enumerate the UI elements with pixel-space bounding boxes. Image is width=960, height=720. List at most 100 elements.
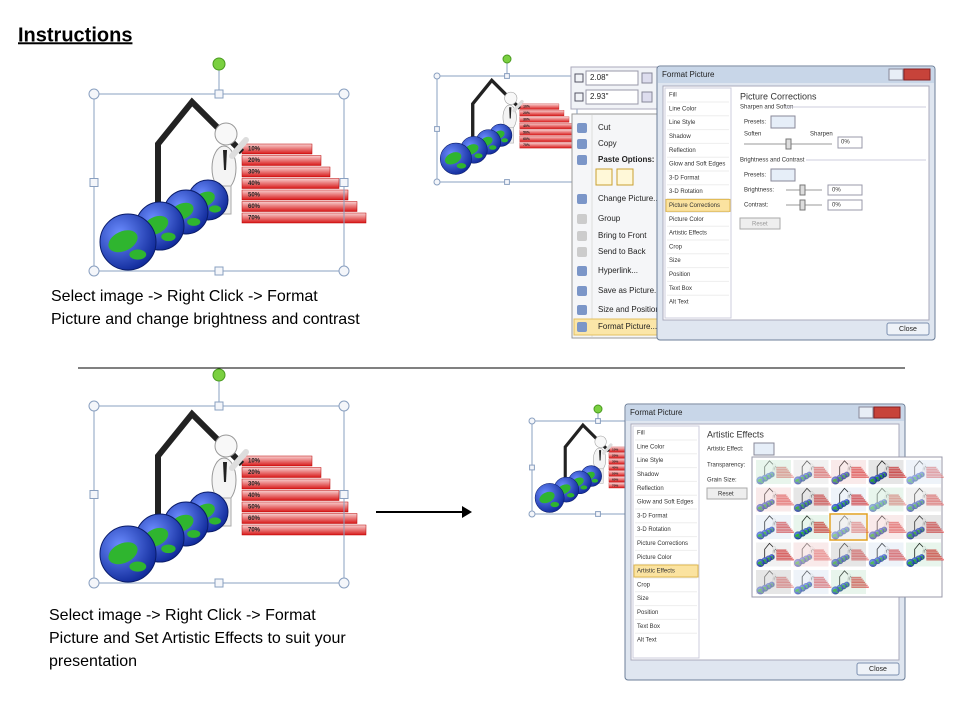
effect-wash[interactable] bbox=[906, 515, 941, 539]
spin-box[interactable] bbox=[827, 184, 863, 196]
nav-item[interactable]: 3-D Rotation bbox=[669, 189, 703, 195]
nav-item[interactable]: 3-D Rotation bbox=[637, 527, 671, 533]
picture[interactable] bbox=[756, 487, 794, 512]
nav-item[interactable]: Alt Text bbox=[669, 300, 689, 306]
nav-item[interactable]: Line Color bbox=[669, 106, 696, 112]
menu-item[interactable]: Change Picture... bbox=[598, 194, 660, 203]
picture[interactable] bbox=[906, 487, 944, 512]
effect-wash[interactable] bbox=[831, 542, 866, 567]
picture[interactable] bbox=[906, 460, 944, 485]
effect-wash[interactable] bbox=[906, 542, 941, 567]
picture[interactable] bbox=[831, 515, 869, 540]
side-handle[interactable] bbox=[89, 178, 99, 187]
nav-item[interactable]: Artistic Effects bbox=[637, 569, 675, 575]
effect-wash[interactable] bbox=[793, 487, 829, 512]
nav-item[interactable]: Shadow bbox=[669, 134, 691, 140]
picture[interactable] bbox=[756, 460, 794, 485]
picture[interactable] bbox=[906, 515, 944, 540]
spin-box[interactable] bbox=[837, 136, 863, 149]
effect-wash[interactable] bbox=[793, 515, 829, 539]
paste-option[interactable] bbox=[595, 168, 613, 186]
effect-button[interactable] bbox=[753, 442, 775, 456]
effect-wash[interactable] bbox=[756, 515, 791, 539]
nav-item[interactable]: Picture Corrections bbox=[637, 541, 688, 547]
nav-item[interactable]: Text Box bbox=[637, 624, 660, 630]
side-handle[interactable] bbox=[504, 73, 510, 79]
corner-handle[interactable] bbox=[338, 577, 350, 589]
nav-item[interactable]: Alt Text bbox=[637, 638, 657, 644]
side-handle[interactable] bbox=[214, 401, 224, 411]
picture[interactable] bbox=[793, 460, 832, 485]
nav-item[interactable]: 3-D Format bbox=[669, 175, 700, 181]
picture[interactable] bbox=[756, 515, 794, 540]
side-handle[interactable] bbox=[434, 126, 440, 132]
picture[interactable] bbox=[793, 487, 832, 512]
side-handle[interactable] bbox=[595, 418, 601, 424]
corner-handle[interactable] bbox=[88, 265, 100, 277]
effect-wash[interactable] bbox=[756, 487, 791, 512]
picture[interactable] bbox=[831, 487, 869, 512]
picture[interactable] bbox=[868, 515, 907, 540]
nav-item[interactable]: Fill bbox=[669, 93, 677, 99]
nav-item[interactable]: Line Style bbox=[669, 120, 696, 126]
corner-handle[interactable] bbox=[338, 400, 350, 412]
size-input[interactable] bbox=[585, 70, 639, 86]
nav-item[interactable]: Size bbox=[637, 596, 649, 602]
corner-handle[interactable] bbox=[433, 72, 441, 80]
effect-wash[interactable] bbox=[868, 487, 904, 512]
effect-wash[interactable] bbox=[793, 570, 829, 594]
nav-item[interactable]: Picture Color bbox=[669, 217, 704, 223]
corner-handle[interactable] bbox=[433, 178, 441, 186]
close-dialog-button[interactable] bbox=[856, 662, 900, 676]
slider-thumb[interactable] bbox=[785, 138, 792, 150]
help-button[interactable] bbox=[858, 406, 874, 419]
corner-handle[interactable] bbox=[338, 88, 350, 100]
nav-item[interactable]: Artistic Effects bbox=[669, 231, 707, 237]
effect-wash[interactable] bbox=[831, 487, 866, 512]
menu-item[interactable]: Copy bbox=[598, 139, 617, 148]
rotate-handle[interactable] bbox=[212, 57, 226, 71]
effect-wash[interactable] bbox=[831, 460, 866, 484]
nav-item[interactable]: Crop bbox=[669, 244, 683, 250]
nav-item[interactable]: Text Box bbox=[669, 286, 692, 292]
picture[interactable] bbox=[868, 460, 907, 485]
help-button[interactable] bbox=[888, 68, 904, 81]
picture[interactable] bbox=[906, 542, 944, 567]
slider-thumb[interactable] bbox=[799, 184, 806, 196]
menu-item[interactable]: Save as Picture... bbox=[598, 286, 661, 295]
nav-item[interactable]: Line Color bbox=[637, 444, 664, 450]
close-dialog-button[interactable] bbox=[886, 322, 930, 336]
picture[interactable] bbox=[831, 460, 869, 485]
effect-wash[interactable] bbox=[868, 542, 904, 567]
effect-wash[interactable] bbox=[868, 460, 904, 484]
effect-wash[interactable] bbox=[793, 460, 829, 484]
menu-item[interactable]: Cut bbox=[598, 123, 611, 132]
rotate-handle[interactable] bbox=[502, 54, 512, 64]
corner-handle[interactable] bbox=[528, 510, 536, 518]
reset-button[interactable] bbox=[706, 487, 748, 500]
menu-item[interactable]: Format Picture... bbox=[598, 322, 657, 331]
nav-item[interactable]: Crop bbox=[637, 582, 651, 588]
picture[interactable] bbox=[868, 542, 907, 567]
picture[interactable] bbox=[756, 570, 794, 595]
close-button[interactable] bbox=[903, 68, 931, 81]
effect-wash[interactable] bbox=[793, 542, 829, 567]
picture[interactable] bbox=[756, 542, 794, 567]
close-button[interactable] bbox=[873, 406, 901, 419]
spin-box[interactable] bbox=[827, 199, 863, 211]
picture[interactable] bbox=[868, 487, 907, 512]
corner-handle[interactable] bbox=[88, 577, 100, 589]
nav-item[interactable]: 3-D Format bbox=[637, 513, 668, 519]
nav-item[interactable]: Glow and Soft Edges bbox=[669, 162, 725, 168]
preset-button[interactable] bbox=[770, 168, 796, 182]
reset-button[interactable] bbox=[739, 217, 781, 230]
effect-wash[interactable] bbox=[831, 515, 866, 539]
rotate-handle[interactable] bbox=[593, 404, 603, 414]
nav-item[interactable]: Glow and Soft Edges bbox=[637, 500, 693, 506]
menu-item[interactable]: Size and Position... bbox=[598, 305, 666, 314]
nav-item[interactable]: Position bbox=[637, 610, 658, 616]
effect-wash[interactable] bbox=[756, 570, 791, 594]
menu-item[interactable]: Hyperlink... bbox=[598, 266, 638, 275]
effect-wash[interactable] bbox=[831, 570, 866, 594]
side-handle[interactable] bbox=[214, 578, 224, 588]
